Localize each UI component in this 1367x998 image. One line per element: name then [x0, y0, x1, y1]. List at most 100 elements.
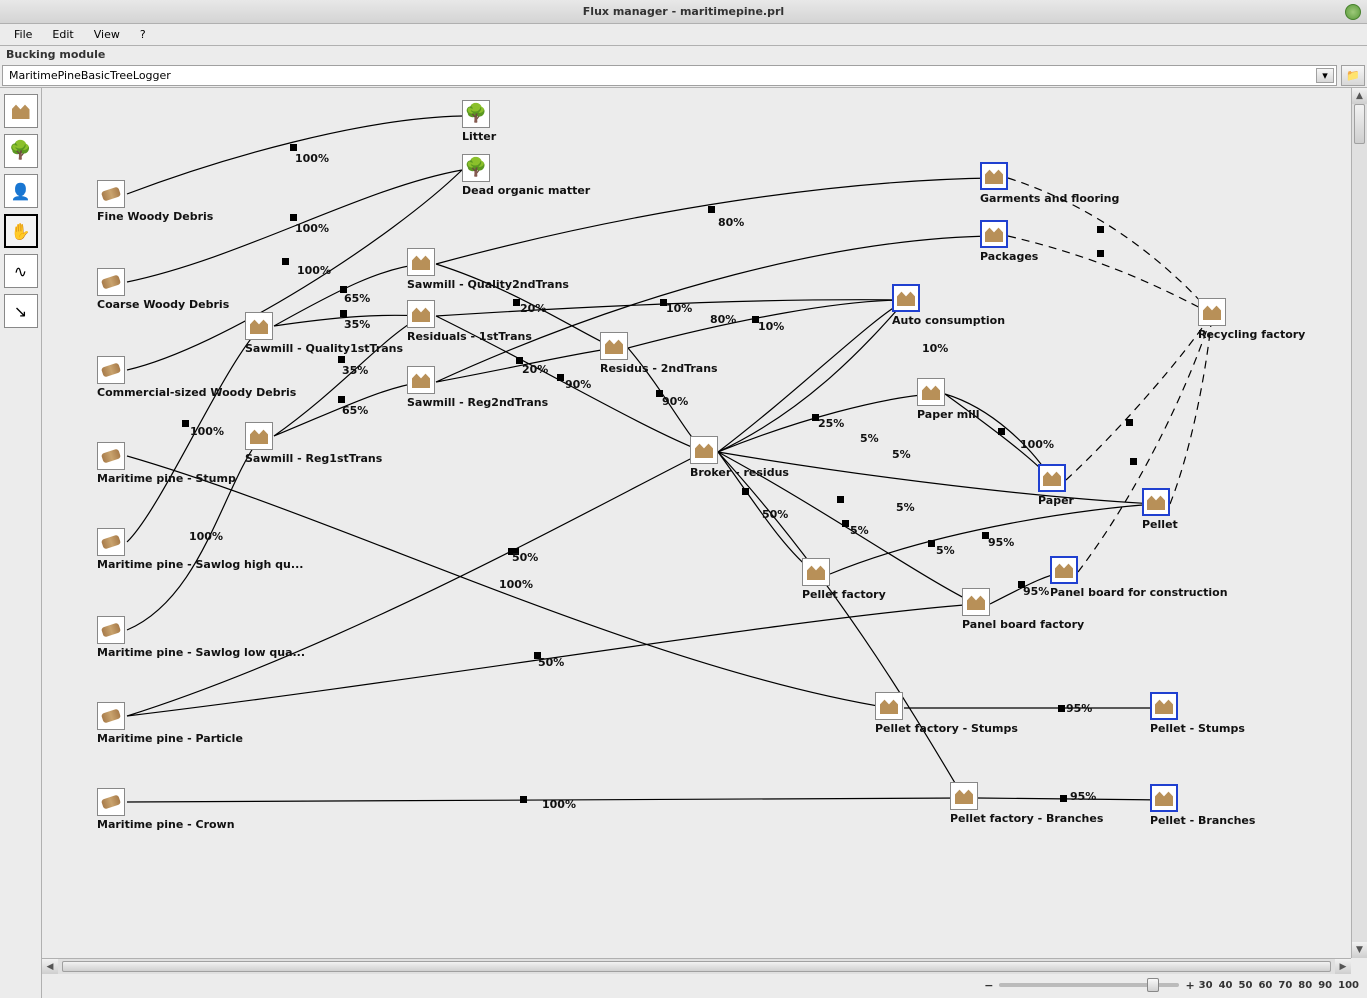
- canvas-wrap: 🌳Litter 🌳Dead organic matter Fine Woody De…: [42, 88, 1367, 998]
- scroll-up-icon[interactable]: ▲: [1352, 88, 1367, 104]
- tool-person[interactable]: 👤: [4, 174, 38, 208]
- node-pelletf_st[interactable]: Pellet factory - Stumps: [875, 692, 1018, 735]
- edge-tick: [1126, 419, 1133, 426]
- vertical-scrollbar[interactable]: ▲ ▼: [1351, 88, 1367, 958]
- node-label: Pellet: [1142, 518, 1178, 531]
- node-label: Maritime pine - Stump: [97, 472, 236, 485]
- node-label: Commercial-sized Woody Debris: [97, 386, 296, 399]
- zoom-tick: 90: [1318, 980, 1332, 991]
- node-pelletf_br[interactable]: Pellet factory - Branches: [950, 782, 1103, 825]
- node-res1[interactable]: Residuals - 1stTrans: [407, 300, 532, 343]
- zoom-handle[interactable]: [1147, 978, 1159, 992]
- tool-tree[interactable]: 🌳: [4, 134, 38, 168]
- edge-label: 80%: [710, 313, 736, 326]
- factory-icon: [980, 162, 1008, 190]
- menu-file[interactable]: File: [4, 26, 42, 43]
- factory-icon: [802, 558, 830, 586]
- node-garments[interactable]: Garments and flooring: [980, 162, 1119, 205]
- node-label: Maritime pine - Crown: [97, 818, 235, 831]
- node-recyc[interactable]: Recycling factory: [1198, 298, 1305, 341]
- tool-hand[interactable]: ✋: [4, 214, 38, 248]
- edge-label: 50%: [512, 551, 538, 564]
- edge-label: 95%: [988, 536, 1014, 549]
- edge-label: 95%: [1070, 790, 1096, 803]
- log-icon: [97, 268, 125, 296]
- tool-curve[interactable]: ∿: [4, 254, 38, 288]
- edge-tick: [338, 396, 345, 403]
- factory-icon: [950, 782, 978, 810]
- node-pellet_st[interactable]: Pellet - Stumps: [1150, 692, 1245, 735]
- factory-icon: [1150, 692, 1178, 720]
- node-cswd[interactable]: Commercial-sized Woody Debris: [97, 356, 296, 399]
- factory-icon: [875, 692, 903, 720]
- node-pellet_br[interactable]: Pellet - Branches: [1150, 784, 1255, 827]
- node-label: Pellet factory - Branches: [950, 812, 1103, 825]
- chevron-down-icon[interactable]: ▾: [1316, 68, 1334, 83]
- zoom-tick-labels: 30405060708090100: [1199, 980, 1359, 991]
- node-fwd[interactable]: Fine Woody Debris: [97, 180, 213, 223]
- node-cwd[interactable]: Coarse Woody Debris: [97, 268, 229, 311]
- edge-label: 100%: [542, 798, 576, 811]
- node-crown[interactable]: Maritime pine - Crown: [97, 788, 235, 831]
- factory-icon: [407, 248, 435, 276]
- vscroll-thumb[interactable]: [1354, 104, 1365, 144]
- horizontal-scrollbar[interactable]: ◀ ▶: [42, 958, 1351, 974]
- edge-tick: [742, 488, 749, 495]
- bucking-combo[interactable]: MaritimePineBasicTreeLogger ▾: [2, 65, 1337, 86]
- menu-edit[interactable]: Edit: [42, 26, 83, 43]
- edge-tick: [290, 214, 297, 221]
- tool-factory[interactable]: [4, 94, 38, 128]
- window-titlebar: Flux manager - maritimepine.prl: [0, 0, 1367, 24]
- edge-tick: [1097, 250, 1104, 257]
- node-paper[interactable]: Paper: [1038, 464, 1074, 507]
- zoom-plus-button[interactable]: +: [1185, 979, 1194, 992]
- menu-view[interactable]: View: [84, 26, 130, 43]
- node-sawlo[interactable]: Maritime pine - Sawlog low qua...: [97, 616, 305, 659]
- scroll-left-icon[interactable]: ◀: [42, 959, 58, 974]
- flow-canvas[interactable]: 🌳Litter 🌳Dead organic matter Fine Woody De…: [42, 88, 1351, 958]
- close-icon[interactable]: [1345, 4, 1361, 20]
- tool-arrow[interactable]: ↘: [4, 294, 38, 328]
- node-stump[interactable]: Maritime pine - Stump: [97, 442, 236, 485]
- edge-tick: [282, 258, 289, 265]
- node-pbc[interactable]: Panel board for construction: [1050, 556, 1228, 599]
- edge-label: 5%: [850, 524, 869, 537]
- scroll-down-icon[interactable]: ▼: [1352, 942, 1367, 958]
- node-label: Residus - 2ndTrans: [600, 362, 718, 375]
- edge-tick: [340, 310, 347, 317]
- zoom-track[interactable]: [999, 983, 1179, 987]
- hscroll-thumb[interactable]: [62, 961, 1331, 972]
- node-label: Panel board for construction: [1050, 586, 1228, 599]
- edge-label: 20%: [522, 363, 548, 376]
- node-label: Paper: [1038, 494, 1074, 507]
- menubar: File Edit View ?: [0, 24, 1367, 46]
- node-particle[interactable]: Maritime pine - Particle: [97, 702, 243, 745]
- zoom-minus-button[interactable]: −: [984, 979, 993, 992]
- node-litter[interactable]: 🌳Litter: [462, 100, 496, 143]
- node-dom[interactable]: 🌳Dead organic matter: [462, 154, 590, 197]
- bucking-toolbar: MaritimePineBasicTreeLogger ▾ 📁: [0, 64, 1367, 88]
- edge-tick: [290, 144, 297, 151]
- menu-help[interactable]: ?: [130, 26, 156, 43]
- edge-label: 5%: [860, 432, 879, 445]
- node-auto[interactable]: Auto consumption: [892, 284, 1005, 327]
- node-packages[interactable]: Packages: [980, 220, 1038, 263]
- scroll-right-icon[interactable]: ▶: [1335, 959, 1351, 974]
- edge-label: 5%: [892, 448, 911, 461]
- edge-label: 10%: [666, 302, 692, 315]
- node-saw_q2[interactable]: Sawmill - Quality2ndTrans: [407, 248, 569, 291]
- node-label: Residuals - 1stTrans: [407, 330, 532, 343]
- node-label: Fine Woody Debris: [97, 210, 213, 223]
- zoom-tick: 30: [1199, 980, 1213, 991]
- node-label: Recycling factory: [1198, 328, 1305, 341]
- node-papermill[interactable]: Paper mill: [917, 378, 980, 421]
- open-folder-button[interactable]: 📁: [1341, 65, 1365, 86]
- node-saw_q1[interactable]: Sawmill - Quality1stTrans: [245, 312, 403, 355]
- node-pelletf[interactable]: Pellet factory: [802, 558, 886, 601]
- node-broker[interactable]: Broker - residus: [690, 436, 789, 479]
- node-label: Paper mill: [917, 408, 980, 421]
- node-res2[interactable]: Residus - 2ndTrans: [600, 332, 718, 375]
- edge-label: 90%: [662, 395, 688, 408]
- node-saw_r1[interactable]: Sawmill - Reg1stTrans: [245, 422, 382, 465]
- node-pellet[interactable]: Pellet: [1142, 488, 1178, 531]
